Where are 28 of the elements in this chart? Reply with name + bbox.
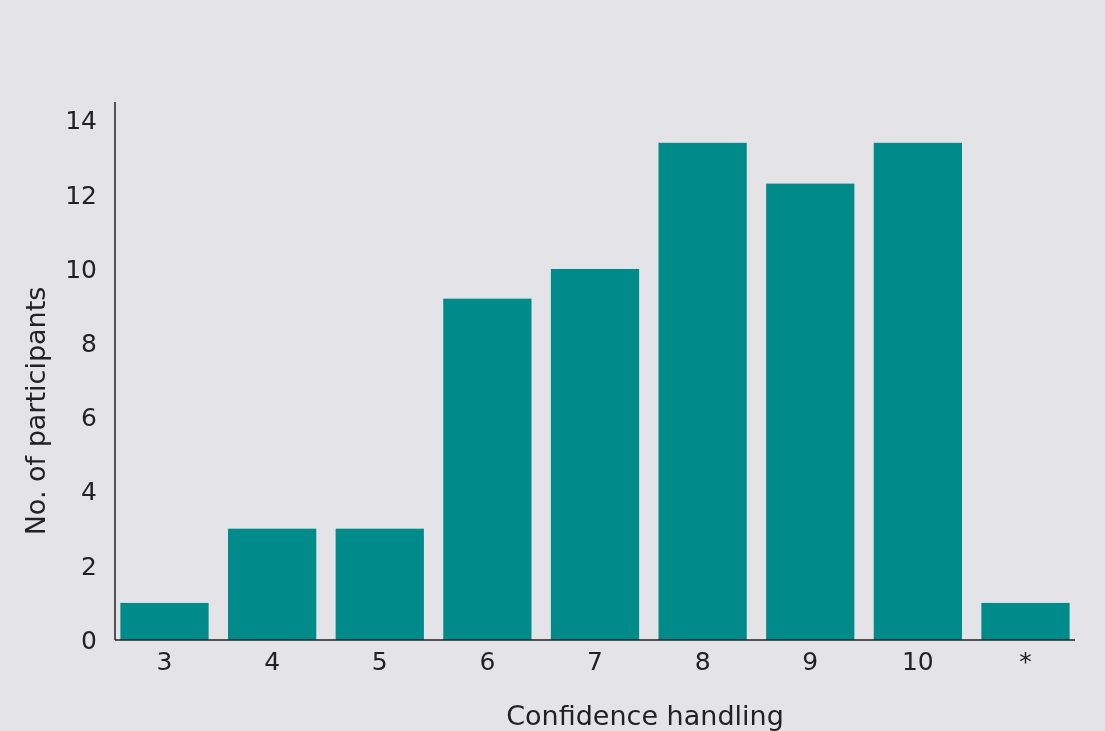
y-tick-label: 8 <box>81 328 97 358</box>
x-tick-label: 7 <box>587 647 603 676</box>
bar <box>443 298 532 640</box>
y-tick-label: 2 <box>81 551 97 581</box>
bar <box>873 142 962 640</box>
y-tick-label: 14 <box>65 106 97 136</box>
y-tick-label: 12 <box>65 180 97 210</box>
y-axis-title: No. of participants <box>20 286 51 536</box>
x-tick-label: 10 <box>901 647 934 676</box>
x-tick-label: 9 <box>802 647 819 676</box>
y-tick-label: 4 <box>81 477 97 507</box>
y-tick-label: 0 <box>81 625 97 655</box>
bar <box>228 528 317 640</box>
y-tick-label: 10 <box>65 254 97 284</box>
x-axis-title: Confidence handling <box>506 700 784 731</box>
bar <box>120 602 209 640</box>
bar <box>550 268 640 640</box>
x-tick-label: 4 <box>264 647 281 676</box>
x-tick-label: * <box>1019 647 1032 676</box>
x-tick-label: 3 <box>156 647 173 676</box>
x-tick-label: 5 <box>371 647 388 676</box>
x-tick-label: 6 <box>479 647 496 676</box>
bar <box>766 183 855 640</box>
bar <box>658 142 747 640</box>
y-tick-label: 6 <box>81 403 97 433</box>
bar <box>981 602 1070 640</box>
x-tick-label: 8 <box>694 647 711 676</box>
bar <box>335 528 424 640</box>
